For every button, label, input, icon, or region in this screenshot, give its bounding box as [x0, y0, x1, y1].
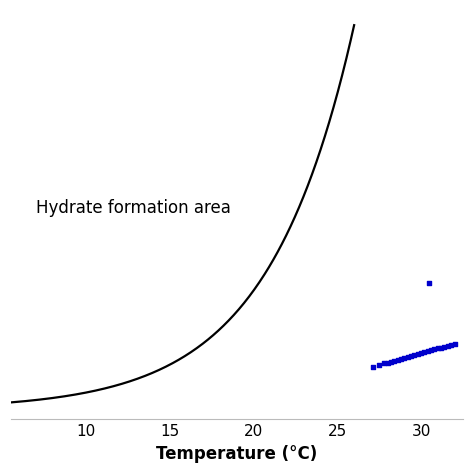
Point: [444, 342, 452, 349]
Point: [369, 364, 376, 371]
Point: [387, 358, 395, 365]
Point: [426, 279, 433, 287]
Point: [410, 351, 418, 359]
Point: [407, 352, 415, 360]
Point: [438, 344, 445, 351]
Point: [424, 347, 431, 355]
Point: [404, 353, 411, 361]
Point: [447, 341, 455, 348]
Point: [417, 349, 425, 357]
Point: [441, 343, 448, 350]
Point: [397, 355, 405, 363]
Point: [401, 354, 408, 362]
Point: [451, 340, 458, 347]
Point: [431, 346, 438, 353]
Point: [427, 346, 435, 354]
Point: [391, 357, 398, 365]
X-axis label: Temperature (°C): Temperature (°C): [156, 445, 318, 463]
Point: [414, 350, 421, 358]
Point: [394, 356, 401, 364]
Point: [384, 359, 392, 366]
Text: Hydrate formation area: Hydrate formation area: [36, 199, 231, 217]
Point: [381, 360, 388, 367]
Point: [420, 348, 428, 356]
Point: [434, 345, 442, 352]
Point: [375, 361, 383, 369]
